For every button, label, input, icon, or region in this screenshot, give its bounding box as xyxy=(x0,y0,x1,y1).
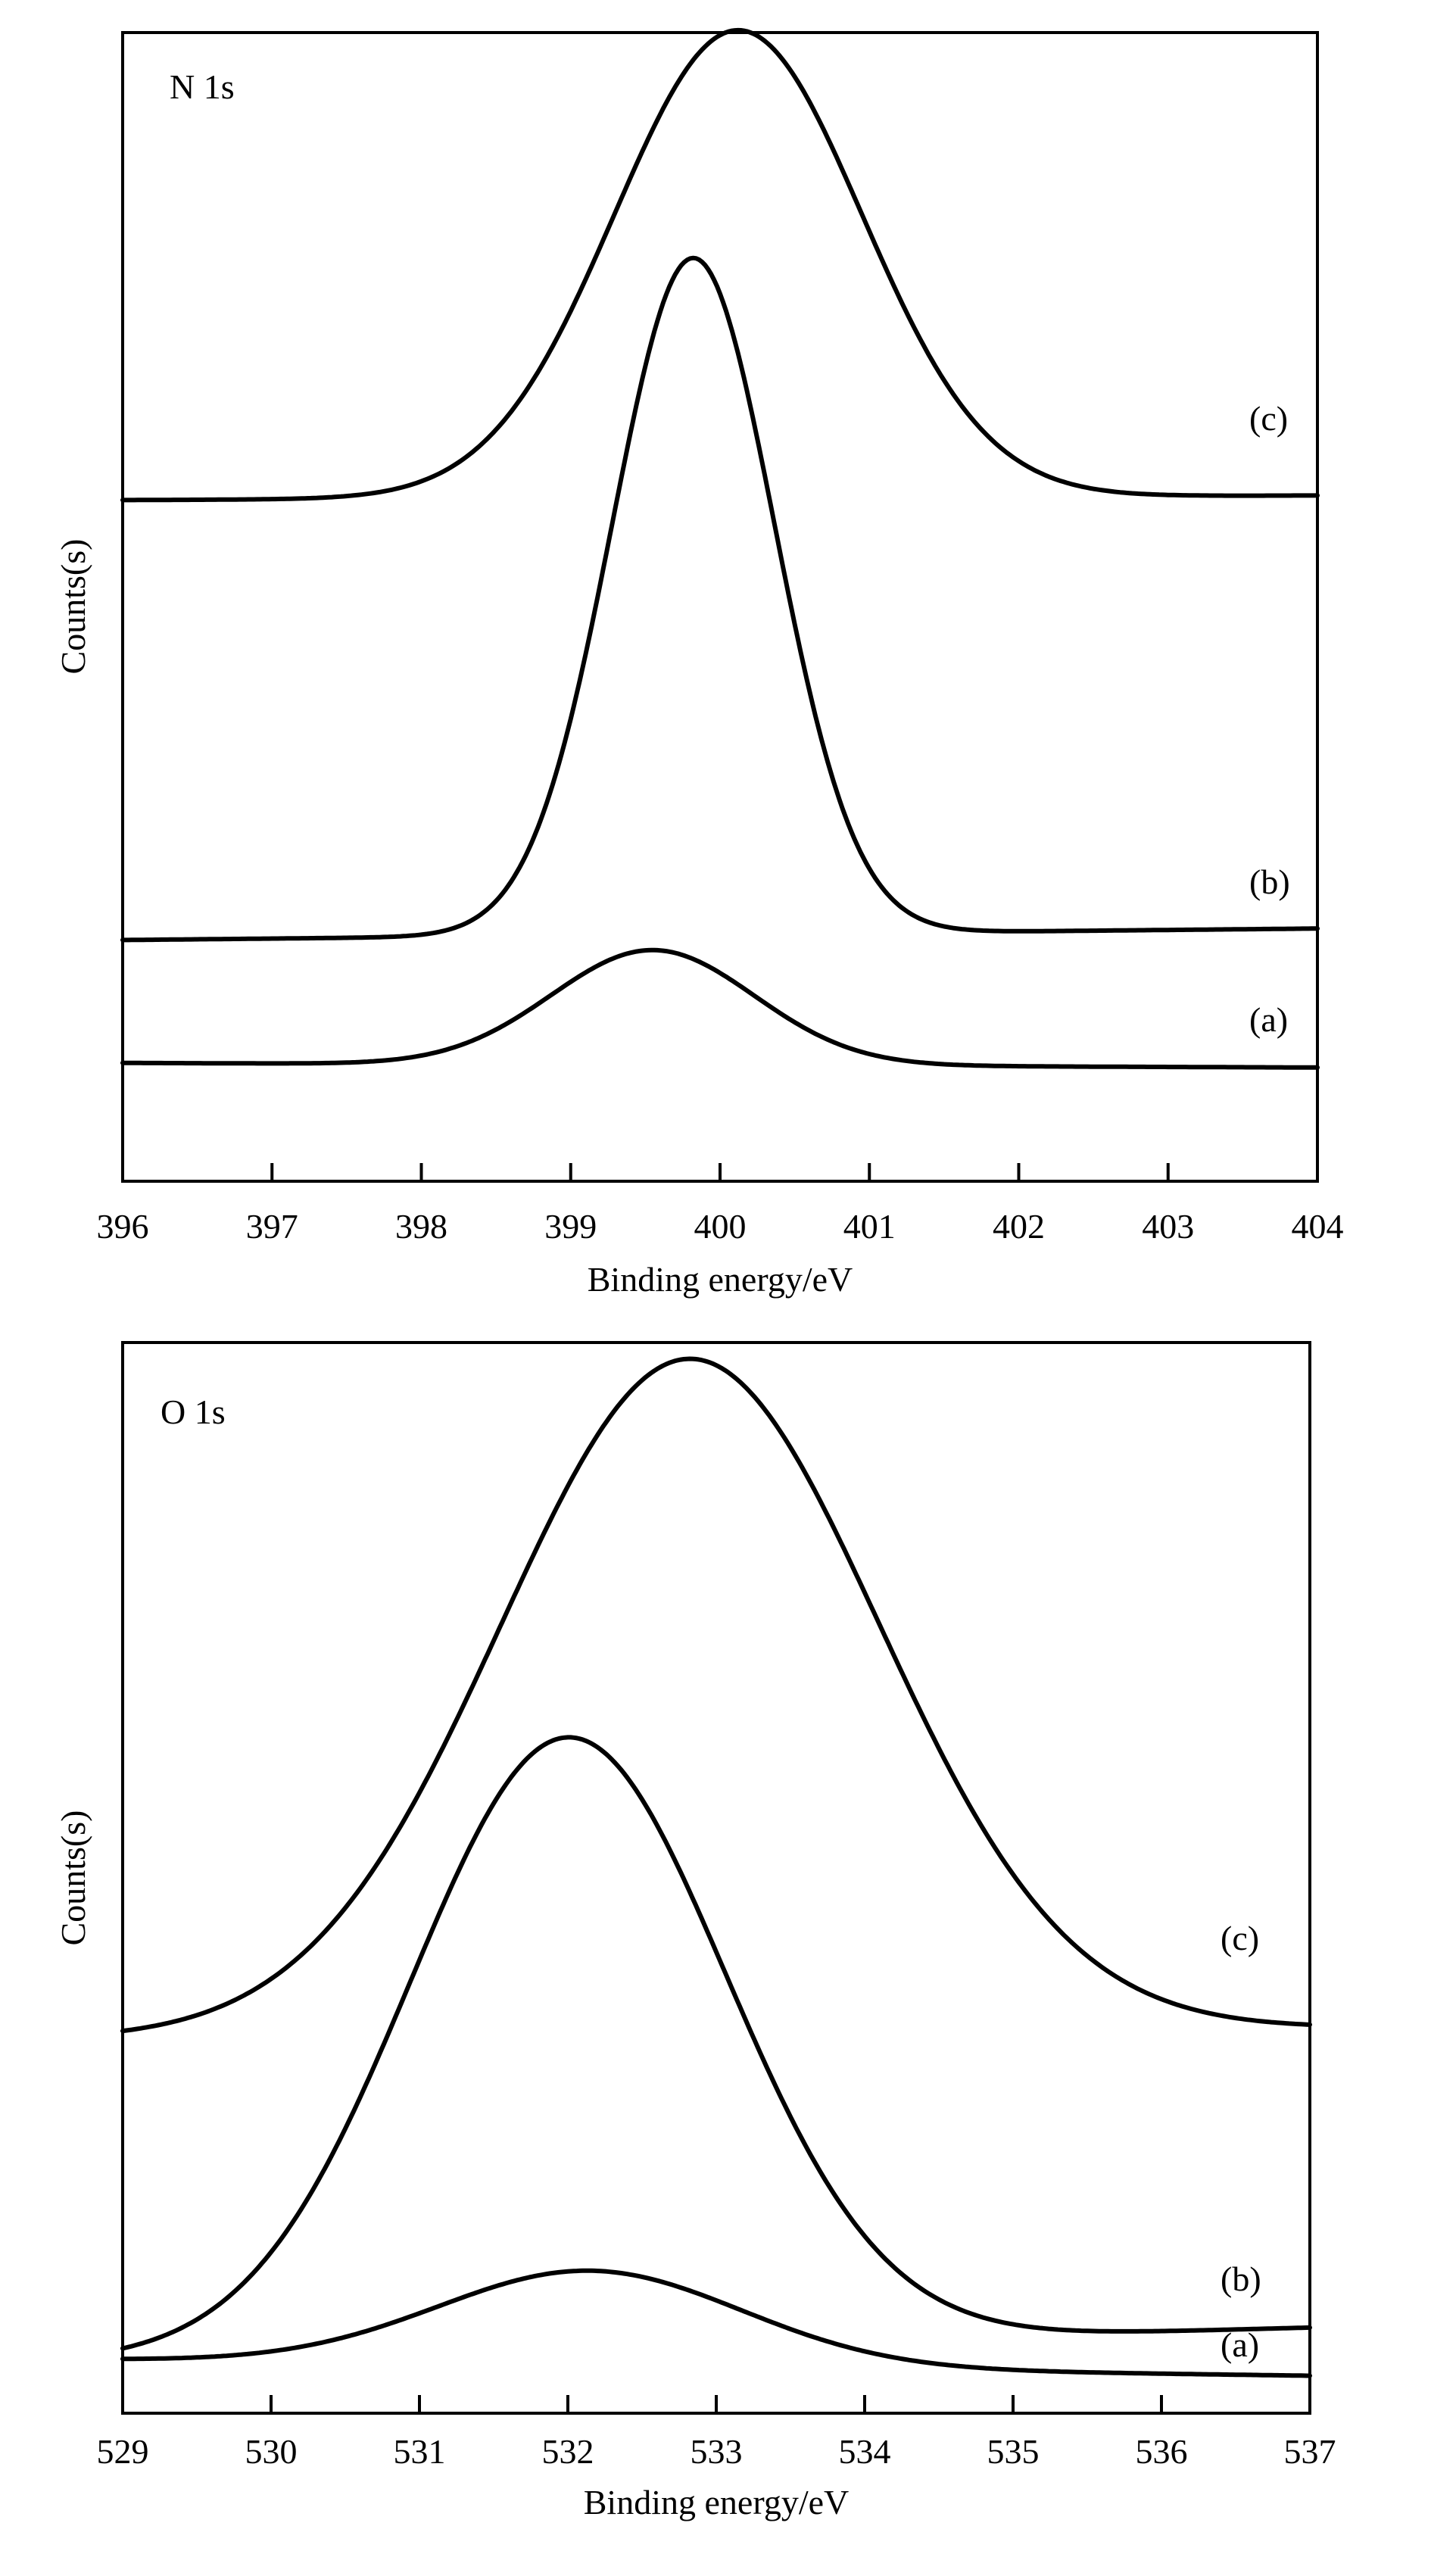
o1s-series-label-c: (c) xyxy=(1221,1919,1259,1957)
o1s-x-tick-label-535: 535 xyxy=(987,2432,1040,2471)
n1s-x-tick-label-404: 404 xyxy=(1292,1207,1344,1246)
o1s-x-axis-label: Binding energy/eV xyxy=(584,2483,849,2521)
n1s-x-tick-label-397: 397 xyxy=(246,1207,298,1246)
o1s-x-tick-label-537: 537 xyxy=(1284,2432,1336,2471)
n1s-x-tick-label-403: 403 xyxy=(1142,1207,1194,1246)
o1s-x-tick-label-531: 531 xyxy=(394,2432,446,2471)
n1s-x-ticks xyxy=(121,1163,1319,1181)
o1s-x-tick-label-533: 533 xyxy=(691,2432,743,2471)
o1s-x-ticks xyxy=(121,2395,1311,2413)
n1s-series-a-curve xyxy=(120,947,1320,1070)
n1s-series-curves xyxy=(120,27,1320,1070)
o1s-series-curves xyxy=(120,1356,1312,2378)
n1s-series-label-c: (c) xyxy=(1249,399,1288,438)
o1s-series-c-curve xyxy=(120,1356,1312,2034)
n1s-x-tick-label-401: 401 xyxy=(843,1207,896,1246)
o1s-panel: 529 530 531 532 533 534 535 536 537 O 1s (c) (b)… xyxy=(54,1341,1336,2521)
o1s-x-tick-label-529: 529 xyxy=(97,2432,149,2471)
o1s-x-tick-label-534: 534 xyxy=(839,2432,891,2471)
o1s-x-tick-label-530: 530 xyxy=(245,2432,298,2471)
o1s-series-b-curve xyxy=(120,1735,1312,2351)
o1s-series-label-a: (a) xyxy=(1221,2325,1259,2364)
n1s-x-tick-label-400: 400 xyxy=(694,1207,747,1246)
o1s-series-label-b: (b) xyxy=(1221,2259,1261,2298)
n1s-panel-title: N 1s xyxy=(170,67,235,106)
o1s-x-tick-label-532: 532 xyxy=(542,2432,594,2471)
n1s-x-tick-label-399: 399 xyxy=(544,1207,597,1246)
n1s-x-tick-label-396: 396 xyxy=(97,1207,149,1246)
o1s-x-tick-label-536: 536 xyxy=(1136,2432,1188,2471)
o1s-series-a-curve xyxy=(120,2268,1312,2378)
n1s-y-axis-label: Counts(s) xyxy=(54,539,92,675)
o1s-panel-title: O 1s xyxy=(161,1392,226,1431)
n1s-x-tick-label-402: 402 xyxy=(993,1207,1045,1246)
n1s-panel: 396 397 398 399 400 401 402 403 404 N 1s (c) (b)… xyxy=(54,27,1344,1299)
n1s-series-label-a: (a) xyxy=(1249,1000,1288,1039)
n1s-series-b-curve xyxy=(120,255,1320,943)
o1s-y-axis-label: Counts(s) xyxy=(54,1810,92,1946)
n1s-series-c-curve xyxy=(120,27,1320,503)
n1s-x-axis-label: Binding energy/eV xyxy=(588,1260,853,1299)
n1s-x-tick-labels: 396 397 398 399 400 401 402 403 404 xyxy=(97,1207,1344,1246)
o1s-x-tick-labels: 529 530 531 532 533 534 535 536 537 xyxy=(97,2432,1336,2471)
n1s-series-label-b: (b) xyxy=(1249,862,1290,901)
n1s-x-tick-label-398: 398 xyxy=(395,1207,447,1246)
